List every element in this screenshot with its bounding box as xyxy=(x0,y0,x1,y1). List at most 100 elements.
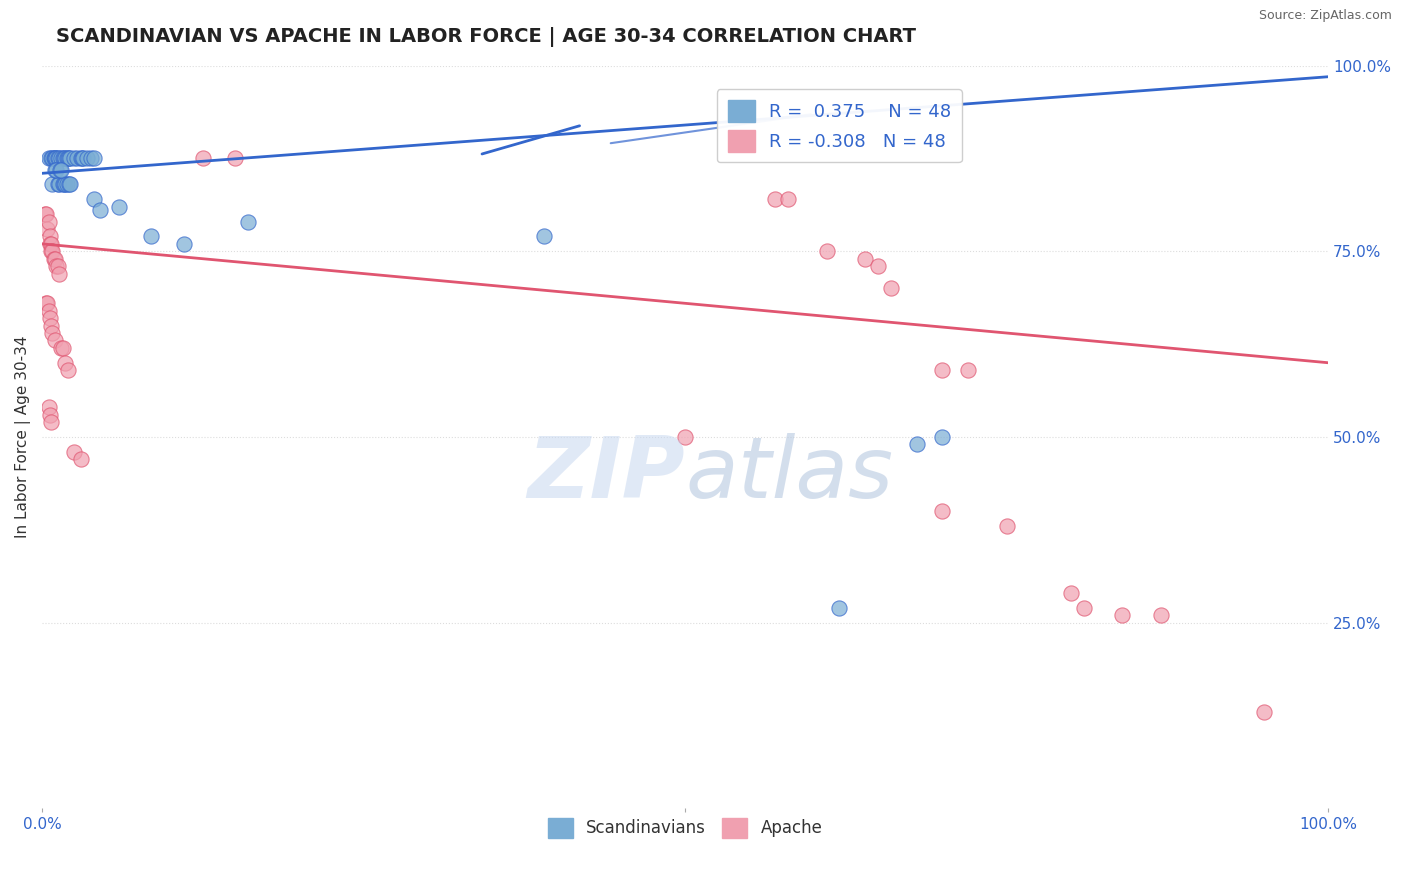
Point xyxy=(880,281,903,295)
Point xyxy=(66,152,89,166)
Point xyxy=(41,152,63,166)
Point xyxy=(763,192,786,206)
Point xyxy=(1111,608,1133,623)
Point xyxy=(35,296,58,310)
Point xyxy=(44,162,66,177)
Point xyxy=(69,452,91,467)
Legend: Scandinavians, Apache: Scandinavians, Apache xyxy=(541,811,830,845)
Point xyxy=(46,259,69,273)
Point xyxy=(69,152,91,166)
Point xyxy=(39,415,62,429)
Point xyxy=(41,326,63,340)
Point xyxy=(224,152,246,166)
Point xyxy=(37,222,59,236)
Y-axis label: In Labor Force | Age 30-34: In Labor Force | Age 30-34 xyxy=(15,335,31,538)
Point xyxy=(63,445,86,459)
Point xyxy=(49,162,72,177)
Point xyxy=(815,244,838,259)
Point xyxy=(48,178,70,192)
Point xyxy=(673,430,696,444)
Point xyxy=(53,178,76,192)
Point xyxy=(83,192,105,206)
Point xyxy=(48,267,70,281)
Point xyxy=(38,311,60,326)
Text: Source: ZipAtlas.com: Source: ZipAtlas.com xyxy=(1258,9,1392,22)
Point xyxy=(44,334,66,348)
Point xyxy=(45,259,67,273)
Point xyxy=(56,363,79,377)
Point xyxy=(35,207,58,221)
Point xyxy=(853,252,876,266)
Text: SCANDINAVIAN VS APACHE IN LABOR FORCE | AGE 30-34 CORRELATION CHART: SCANDINAVIAN VS APACHE IN LABOR FORCE | … xyxy=(56,27,917,46)
Point xyxy=(37,296,59,310)
Point xyxy=(38,229,60,244)
Point xyxy=(51,162,73,177)
Point xyxy=(931,363,953,377)
Text: atlas: atlas xyxy=(685,433,893,516)
Point xyxy=(191,152,214,166)
Point xyxy=(866,259,889,273)
Point xyxy=(776,192,799,206)
Point xyxy=(957,363,980,377)
Point xyxy=(52,341,75,355)
Point xyxy=(58,178,80,192)
Point xyxy=(45,162,67,177)
Point xyxy=(38,152,60,166)
Point xyxy=(45,152,67,166)
Point xyxy=(80,152,103,166)
Point xyxy=(38,236,60,251)
Point xyxy=(59,178,82,192)
Point xyxy=(46,152,69,166)
Point xyxy=(44,252,66,266)
Point xyxy=(39,318,62,333)
Point xyxy=(44,152,66,166)
Point xyxy=(931,504,953,518)
Point xyxy=(70,152,93,166)
Point xyxy=(1150,608,1173,623)
Point xyxy=(931,430,953,444)
Point xyxy=(83,152,105,166)
Point xyxy=(1073,600,1095,615)
Point xyxy=(533,229,555,244)
Point xyxy=(34,207,56,221)
Point xyxy=(1060,586,1083,600)
Point xyxy=(52,152,75,166)
Point xyxy=(39,236,62,251)
Point xyxy=(41,178,63,192)
Point xyxy=(59,152,82,166)
Point xyxy=(44,152,66,166)
Point xyxy=(89,203,111,218)
Point xyxy=(828,600,851,615)
Point xyxy=(53,178,76,192)
Point xyxy=(46,178,69,192)
Text: ZIP: ZIP xyxy=(527,433,685,516)
Point xyxy=(173,236,195,251)
Point xyxy=(52,178,75,192)
Point xyxy=(39,152,62,166)
Point xyxy=(39,244,62,259)
Point xyxy=(51,152,73,166)
Point xyxy=(38,214,60,228)
Point xyxy=(38,303,60,318)
Point xyxy=(42,252,65,266)
Point xyxy=(76,152,98,166)
Point xyxy=(236,214,259,228)
Point xyxy=(51,341,73,355)
Point xyxy=(53,152,76,166)
Point xyxy=(48,152,70,166)
Point xyxy=(38,401,60,415)
Point xyxy=(905,437,928,451)
Point xyxy=(58,152,80,166)
Point xyxy=(55,178,77,192)
Point xyxy=(141,229,163,244)
Point xyxy=(72,152,94,166)
Point xyxy=(53,356,76,370)
Point xyxy=(108,200,131,214)
Point xyxy=(55,152,77,166)
Point xyxy=(56,152,79,166)
Point xyxy=(41,244,63,259)
Point xyxy=(53,152,76,166)
Point xyxy=(995,519,1018,533)
Point xyxy=(42,152,65,166)
Point xyxy=(1253,705,1275,719)
